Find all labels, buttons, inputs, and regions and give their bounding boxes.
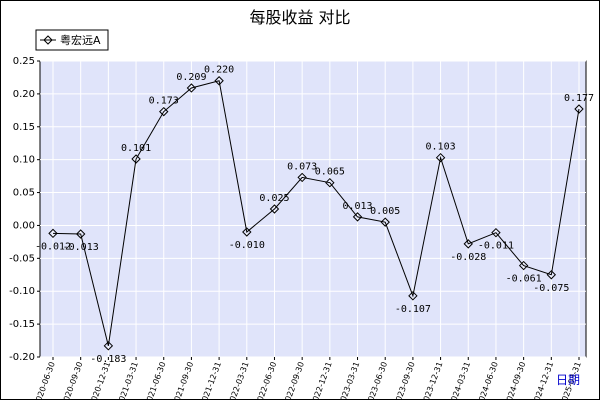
x-tick-label: 2021-09-30 <box>171 361 195 400</box>
legend-entry-label: 粤宏远A <box>60 33 101 47</box>
data-label: 0.013 <box>342 201 372 212</box>
data-label: -0.107 <box>395 304 431 315</box>
data-point <box>75 229 86 239</box>
data-label: 0.177 <box>564 93 594 104</box>
x-tick-label: 2020-09-30 <box>60 361 84 400</box>
y-axis: 0.25 0.20 0.15 0.10 0.05 0.00 -0.05 -0.10 -0.15 -… <box>9 56 40 363</box>
data-label: -0.010 <box>229 240 265 251</box>
y-tick-label: -0.05 <box>9 253 35 264</box>
data-point <box>297 172 307 183</box>
x-tick-label: 2023-03-31 <box>337 361 361 400</box>
data-label: 0.025 <box>259 193 289 204</box>
data-label: 0.073 <box>287 161 317 172</box>
data-point <box>186 83 197 93</box>
data-label: 0.173 <box>149 96 179 107</box>
y-tick-label: 0.25 <box>13 56 35 67</box>
plot-area <box>39 60 587 358</box>
x-tick-label: 2023-06-30 <box>365 361 389 400</box>
data-point <box>574 104 584 114</box>
x-tick-label: 2022-06-30 <box>254 361 278 400</box>
x-tick-label: 2024-09-30 <box>503 361 527 400</box>
x-tick-label: 2024-12-31 <box>531 361 555 400</box>
data-point <box>491 227 501 238</box>
data-point <box>103 341 114 351</box>
data-point <box>214 76 224 86</box>
data-point <box>269 204 280 214</box>
data-point <box>131 154 141 164</box>
data-point <box>518 260 529 271</box>
data-point <box>159 106 169 117</box>
x-tick-label: 2021-12-31 <box>199 361 223 400</box>
x-tick-label: 2023-09-30 <box>392 361 416 400</box>
data-label: -0.011 <box>478 241 514 252</box>
data-point <box>408 291 418 301</box>
data-label: 0.220 <box>204 65 234 76</box>
x-tick-label: 2022-09-30 <box>282 361 306 400</box>
data-label: -0.012 <box>35 241 71 252</box>
data-point <box>352 212 363 222</box>
data-label: -0.075 <box>533 283 569 294</box>
data-point <box>435 152 446 163</box>
data-label: -0.028 <box>450 252 486 263</box>
y-tick-label: 0.00 <box>13 220 35 231</box>
x-tick-label: 2021-06-30 <box>143 361 167 400</box>
x-tick-label: 2020-06-30 <box>33 361 57 400</box>
y-tick-label: -0.10 <box>9 286 35 297</box>
data-label: -0.013 <box>63 242 99 253</box>
y-tick-label: -0.15 <box>9 319 35 330</box>
legend: 粤宏远A <box>35 29 109 51</box>
data-label: 0.065 <box>315 167 345 178</box>
data-point <box>242 227 252 237</box>
series-line <box>52 80 580 346</box>
data-label: -0.183 <box>90 354 126 365</box>
data-point <box>48 228 58 239</box>
x-tick-label: 2023-12-31 <box>420 361 444 400</box>
x-tick-label: 2020-12-31 <box>88 361 112 400</box>
data-point <box>380 217 390 227</box>
y-tick-label: 0.15 <box>13 122 35 133</box>
chart-title: 每股收益 对比 <box>249 8 351 27</box>
data-label: 0.103 <box>426 142 456 153</box>
data-label: 0.005 <box>370 206 400 217</box>
y-tick-label: 0.05 <box>13 188 35 199</box>
data-label: -0.061 <box>506 274 542 285</box>
x-tick-label: 2024-03-31 <box>448 361 472 400</box>
data-point <box>546 270 557 280</box>
data-label: 0.101 <box>121 143 151 154</box>
x-axis-title: 日期 <box>556 373 580 387</box>
data-label: 0.209 <box>176 72 206 83</box>
x-tick-label: 2021-03-31 <box>116 361 140 400</box>
x-tick-label: 2022-03-31 <box>226 361 250 400</box>
y-tick-label: 0.10 <box>13 155 35 166</box>
y-tick-label: -0.20 <box>9 352 35 363</box>
legend-box <box>35 29 109 51</box>
x-tick-label: 2024-06-30 <box>475 361 499 400</box>
legend-marker-icon <box>43 35 53 45</box>
data-point <box>325 177 335 188</box>
y-tick-label: 0.20 <box>13 89 35 100</box>
x-tick-label: 2022-12-31 <box>309 361 333 400</box>
series-markers <box>48 76 584 351</box>
data-point <box>463 239 473 249</box>
